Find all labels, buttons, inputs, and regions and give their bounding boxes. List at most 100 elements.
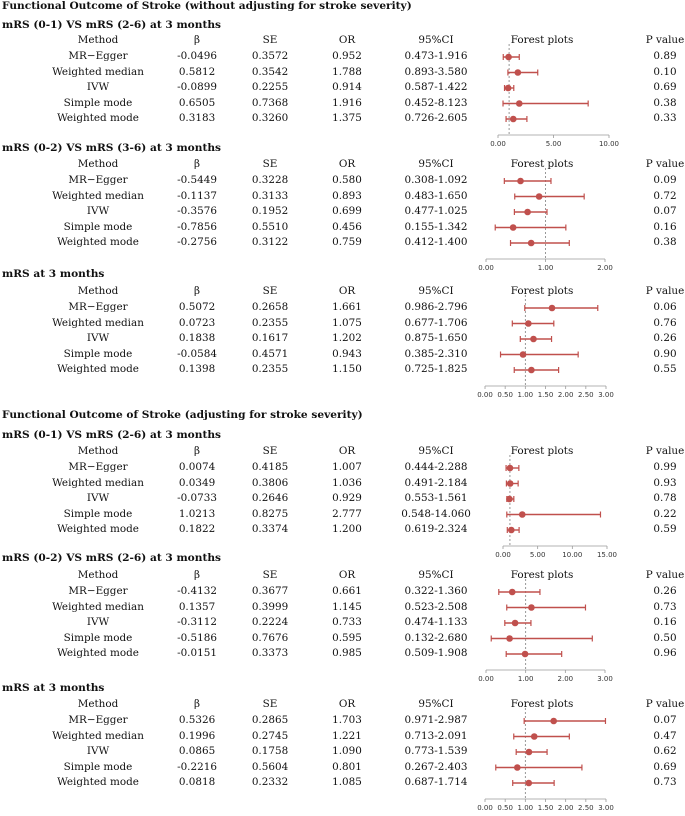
or-point	[514, 764, 521, 771]
cell-p: 0.73	[653, 776, 677, 788]
cell-ci: 0.619-2.324	[404, 523, 468, 535]
cell-ci: 0.553-1.561	[404, 492, 468, 504]
cell-ci: 0.473-1.916	[404, 50, 468, 62]
column-header-p: P value	[645, 445, 685, 457]
section-title: Functional Outcome of Stroke (without ad…	[2, 0, 412, 12]
x-tick-label: 2.50	[578, 391, 594, 399]
or-point	[517, 177, 524, 185]
column-header-beta: β	[193, 698, 201, 710]
x-tick-label: 3.00	[598, 391, 614, 399]
cell-or: 1.150	[332, 363, 362, 375]
cell-ci: 0.308-1.092	[404, 174, 468, 186]
block-title: mRS at 3 months	[2, 682, 105, 694]
x-tick-label: 1.00	[518, 391, 534, 399]
cell-beta: -0.2216	[177, 760, 217, 773]
column-header-se: SE	[262, 285, 278, 297]
or-point	[530, 733, 538, 740]
cell-method: MR−Egger	[68, 174, 128, 186]
cell-or: 0.893	[332, 189, 362, 202]
cell-method: IVW	[86, 81, 110, 93]
cell-se: 0.4185	[251, 461, 289, 473]
cell-method: Simple mode	[63, 96, 133, 109]
x-tick-label: 0.00	[478, 675, 494, 683]
cell-method: Simple mode	[63, 507, 133, 520]
cell-or: 0.929	[332, 492, 362, 504]
cell-se: 0.3542	[251, 65, 289, 78]
x-tick-label: 10.00	[599, 140, 619, 148]
cell-ci: 0.474-1.133	[404, 616, 468, 628]
cell-ci: 0.587-1.422	[404, 81, 468, 93]
column-header-beta: β	[193, 569, 201, 581]
x-tick-label: 3.00	[598, 804, 614, 812]
cell-ci: 0.687-1.714	[404, 776, 468, 788]
cell-or: 0.914	[332, 81, 362, 93]
cell-or: 0.943	[332, 347, 362, 360]
cell-beta: 0.0349	[178, 476, 216, 489]
cell-beta: -0.3112	[177, 616, 217, 628]
cell-or: 0.580	[332, 174, 362, 186]
cell-or: 1.036	[332, 476, 362, 489]
or-point	[524, 208, 531, 216]
block-title: mRS (0-2) VS mRS (3-6) at 3 months	[2, 142, 222, 154]
column-header-p: P value	[645, 34, 685, 46]
cell-se: 0.7676	[251, 631, 289, 644]
cell-or: 1.661	[332, 301, 362, 313]
column-header-ci: 95%CI	[418, 698, 454, 710]
cell-beta: -0.0151	[177, 647, 217, 659]
cell-se: 0.5510	[251, 220, 289, 233]
cell-method: IVW	[86, 492, 110, 504]
or-point	[509, 224, 517, 231]
cell-p: 0.07	[653, 714, 677, 726]
cell-method: Weighted median	[52, 476, 144, 489]
cell-se: 0.3806	[251, 476, 289, 489]
cell-beta: -0.0496	[177, 50, 217, 62]
cell-beta: 0.1398	[178, 363, 216, 375]
cell-method: Weighted median	[52, 316, 144, 329]
cell-ci: 0.971-2.987	[404, 714, 468, 726]
or-point	[519, 351, 527, 358]
x-tick-label: 1.50	[538, 391, 554, 399]
cell-se: 0.3228	[251, 174, 289, 186]
cell-se: 0.3122	[251, 236, 289, 248]
column-header-or: OR	[338, 34, 356, 46]
or-point	[548, 304, 556, 312]
or-point	[528, 604, 535, 611]
cell-se: 0.2255	[251, 81, 289, 93]
cell-beta: 0.5326	[178, 714, 216, 726]
cell-ci: 0.726-2.605	[404, 112, 468, 124]
cell-beta: -0.3576	[177, 205, 217, 217]
cell-ci: 0.773-1.539	[404, 745, 468, 757]
column-header-or: OR	[338, 698, 356, 710]
column-header-p: P value	[645, 698, 685, 710]
forest-plot: 0.00 0.50 1.00 1.50 2.00 2.50 3.00	[477, 295, 614, 399]
or-point	[535, 193, 543, 200]
or-point	[525, 320, 532, 327]
or-point	[521, 650, 529, 658]
cell-p: 0.38	[653, 236, 677, 248]
cell-or: 1.916	[332, 96, 362, 109]
column-header-p: P value	[645, 158, 685, 170]
or-point	[514, 69, 522, 76]
cell-p: 0.69	[653, 81, 677, 93]
cell-method: Weighted mode	[57, 523, 139, 535]
cell-beta: 0.5812	[178, 65, 216, 78]
cell-se: 0.3260	[251, 112, 289, 124]
cell-se: 0.4571	[251, 347, 289, 360]
cell-method: Weighted median	[52, 600, 144, 613]
cell-method: Weighted median	[52, 189, 144, 202]
x-tick-label: 5.00	[546, 140, 562, 148]
column-header-beta: β	[193, 285, 201, 297]
cell-se: 0.2224	[251, 616, 289, 628]
column-header-or: OR	[338, 158, 356, 170]
cell-or: 0.759	[332, 236, 362, 248]
column-header-method: Method	[77, 698, 119, 710]
cell-beta: -0.5449	[177, 174, 217, 186]
cell-ci: 0.548-14.060	[401, 507, 471, 520]
cell-method: Weighted mode	[57, 112, 139, 124]
cell-p: 0.26	[653, 332, 677, 344]
cell-se: 0.2646	[251, 492, 289, 504]
cell-beta: 0.1357	[178, 600, 216, 613]
x-tick-label: 1.50	[538, 804, 554, 812]
cell-or: 0.456	[332, 220, 362, 233]
cell-p: 0.38	[653, 96, 677, 109]
